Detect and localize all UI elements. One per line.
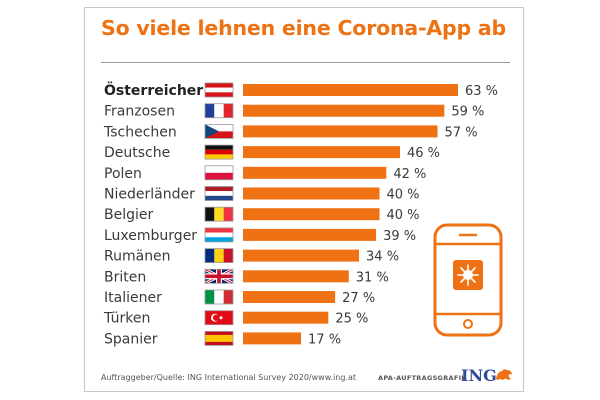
chart-row: Franzosen 59 % xyxy=(104,103,484,120)
category-label: Türken xyxy=(103,311,150,327)
chart-row: Tschechen 57 % xyxy=(103,124,478,140)
value-label: 46 % xyxy=(407,146,440,161)
italy-flag-icon xyxy=(204,289,234,305)
bar xyxy=(243,146,400,159)
france-flag-icon xyxy=(204,103,234,119)
chart-row: Polen 42 % xyxy=(104,165,426,182)
romania-flag-icon xyxy=(204,248,234,264)
value-label: 25 % xyxy=(335,312,368,327)
title-divider xyxy=(101,62,510,63)
category-label: Italiener xyxy=(104,290,162,306)
bar xyxy=(243,166,387,179)
value-label: 42 % xyxy=(393,167,426,182)
chart-row: Deutsche 46 % xyxy=(104,144,440,161)
source-note: Auftraggeber/Quelle: ING International S… xyxy=(101,373,357,382)
category-label: Luxemburger xyxy=(104,228,197,244)
chart-row: Luxemburger 39 % xyxy=(104,227,416,244)
category-label: Franzosen xyxy=(104,104,175,120)
ing-logo: ING xyxy=(461,366,497,385)
category-label: Niederländer xyxy=(104,187,195,203)
chart-row: Österreicher 63 % xyxy=(104,81,498,99)
bar xyxy=(243,228,377,241)
chart-row: Rumänen 34 % xyxy=(104,248,399,265)
bar xyxy=(243,104,445,117)
category-label: Belgier xyxy=(104,207,153,223)
value-label: 40 % xyxy=(387,208,420,223)
value-label: 59 % xyxy=(451,105,484,120)
bar xyxy=(243,208,380,221)
category-label: Spanier xyxy=(104,331,158,347)
chart-row: Belgier 40 % xyxy=(104,206,420,223)
bar xyxy=(243,84,458,96)
category-label: Rumänen xyxy=(104,249,171,265)
category-label: Österreicher xyxy=(104,81,203,99)
category-label: Tschechen xyxy=(103,124,177,140)
value-label: 63 % xyxy=(465,84,498,99)
value-label: 17 % xyxy=(308,332,341,347)
agency-credit: APA-AUFTRAGSGRAFIK xyxy=(378,374,467,382)
bar xyxy=(243,249,360,262)
category-label: Polen xyxy=(104,166,142,182)
value-label: 27 % xyxy=(342,291,375,306)
value-label: 40 % xyxy=(387,188,420,203)
bar xyxy=(243,332,302,345)
austria-flag-icon xyxy=(204,82,234,98)
ing-lion-icon xyxy=(496,369,512,380)
value-label: 34 % xyxy=(366,250,399,265)
czechia-flag-icon xyxy=(204,124,234,139)
smartphone-icon xyxy=(433,223,503,337)
bar xyxy=(243,125,438,138)
bar xyxy=(243,270,349,283)
category-label: Briten xyxy=(104,269,146,285)
luxembourg-flag-icon xyxy=(204,227,234,243)
category-label: Deutsche xyxy=(104,145,170,161)
netherlands-flag-icon xyxy=(204,186,234,201)
chart-row: Italiener 27 % xyxy=(104,289,375,306)
chart-row: Niederländer 40 % xyxy=(104,186,420,203)
bar xyxy=(243,291,336,303)
value-label: 39 % xyxy=(383,229,416,244)
turkey-flag-icon xyxy=(204,310,234,326)
chart-row: Türken 25 % xyxy=(103,310,368,327)
chart-row: Spanier 17 % xyxy=(104,330,341,347)
spain-flag-icon xyxy=(204,330,234,346)
value-label: 31 % xyxy=(356,270,389,285)
germany-flag-icon xyxy=(204,144,234,160)
chart-title: So viele lehnen eine Corona-App ab xyxy=(101,16,506,40)
bar xyxy=(243,311,329,324)
uk-flag-icon xyxy=(204,267,234,285)
belgium-flag-icon xyxy=(204,206,234,222)
bar xyxy=(243,187,380,200)
poland-flag-icon xyxy=(204,165,234,181)
chart-row: Briten 31 % xyxy=(104,267,389,285)
value-label: 57 % xyxy=(445,125,478,140)
